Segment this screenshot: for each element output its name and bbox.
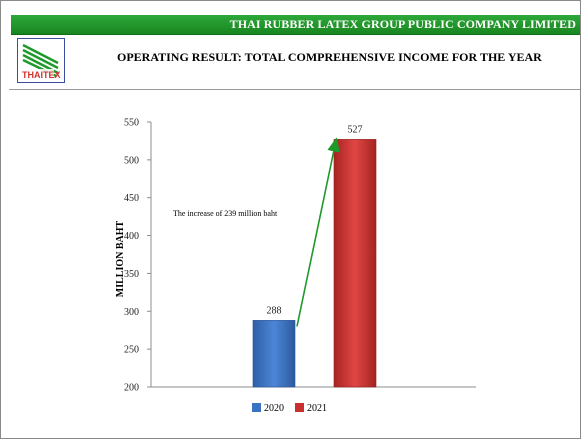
page-title: OPERATING RESULT: TOTAL COMPREHENSIVE IN… [117, 50, 542, 64]
legend-label-2020: 2020 [264, 403, 284, 414]
increase-arrow [296, 137, 340, 327]
header-bar: THAI RUBBER LATEX GROUP PUBLIC COMPANY L… [11, 15, 580, 35]
legend: 2020 2021 [252, 403, 327, 414]
chart-bars [252, 139, 377, 388]
y-tick-label: 550 [124, 118, 139, 129]
y-tick-label: 500 [124, 155, 139, 166]
increase-annotation: The increase of 239 million baht [173, 209, 278, 218]
y-tick-label: 200 [124, 383, 139, 394]
y-tick-label: 250 [124, 345, 139, 356]
y-axis-label: MILLION BAHT [115, 220, 126, 297]
logo-graphic: THAITEX [20, 43, 61, 80]
bar-2021 [333, 139, 377, 388]
data-label-2021: 527 [348, 124, 363, 135]
header-divider [9, 89, 580, 90]
y-tick-label: 350 [124, 269, 139, 280]
bar-2020 [252, 320, 296, 388]
chart-axes: 200 250 300 350 400 450 500 550 [124, 118, 476, 394]
company-name: THAI RUBBER LATEX GROUP PUBLIC COMPANY L… [229, 17, 576, 31]
logo-text: THAITEX [22, 70, 61, 80]
y-tick-label: 450 [124, 193, 139, 204]
legend-swatch-2020 [252, 403, 261, 412]
legend-label-2021: 2021 [307, 403, 327, 414]
chart-data-labels: 288 527 [267, 124, 363, 316]
y-tick-label: 400 [124, 231, 139, 242]
data-label-2020: 288 [267, 305, 282, 316]
y-tick-label: 300 [124, 307, 139, 318]
legend-swatch-2021 [295, 403, 304, 412]
thaitex-logo: THAITEX [17, 38, 65, 83]
